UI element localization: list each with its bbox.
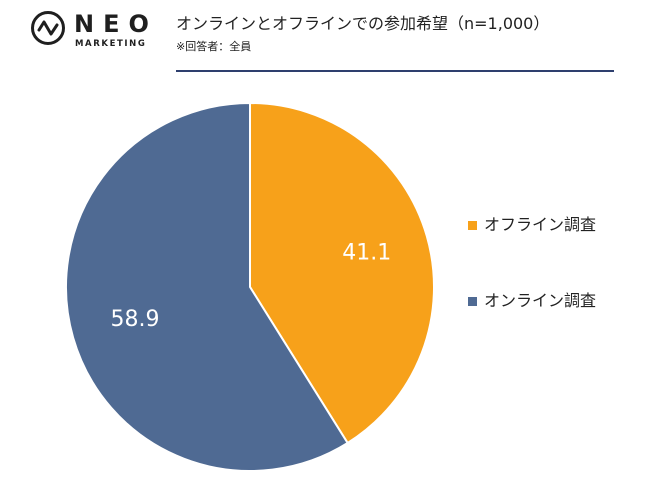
header-divider <box>176 70 614 72</box>
chart-title: オンラインとオフラインでの参加希望（n=1,000） <box>176 14 550 33</box>
brand-name: NEO <box>74 10 158 38</box>
legend-swatch-offline <box>468 221 477 230</box>
legend-label-online: オンライン調査 <box>484 291 597 310</box>
respondent-note: ※回答者：全員 <box>176 40 252 53</box>
legend-swatch-online <box>468 297 477 306</box>
data-label-offline: 41.1 <box>342 240 391 265</box>
brand-tagline: MARKETING <box>75 39 147 49</box>
slice-offline <box>249 101 435 445</box>
data-label-online: 58.9 <box>111 307 160 332</box>
brand-logo: NEO MARKETING <box>30 10 160 54</box>
pulse-circle-icon <box>31 11 65 45</box>
legend-label-offline: オフライン調査 <box>484 215 597 234</box>
slice-online <box>65 101 349 472</box>
